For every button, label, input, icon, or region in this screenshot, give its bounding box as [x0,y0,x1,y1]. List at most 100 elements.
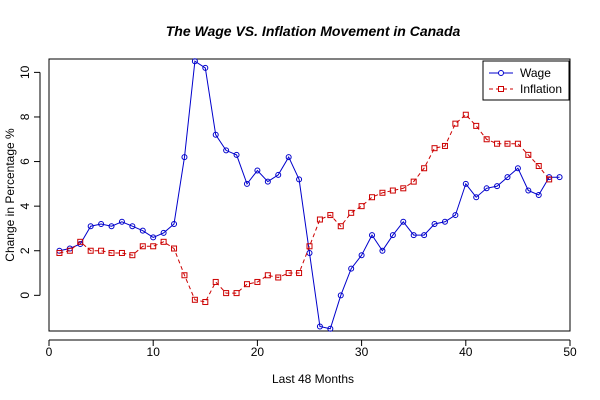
data-point-inflation [441,142,448,149]
data-point-inflation [285,270,292,277]
data-point-inflation [87,247,94,254]
data-point-inflation [254,278,261,285]
data-point-inflation [369,194,376,201]
data-point-wage [181,154,188,161]
data-point-wage [494,183,501,190]
data-point-inflation [139,243,146,250]
data-point-inflation [306,243,313,250]
data-point-wage [441,218,448,225]
legend: Wage Inflation [482,60,570,101]
data-point-inflation [129,252,136,259]
data-point-wage [254,167,261,174]
data-point-inflation [66,247,73,254]
data-point-wage [462,180,469,187]
x-tick-label: 40 [459,345,473,359]
data-point-wage [118,218,125,225]
data-point-wage [108,223,115,230]
x-tick-label: 50 [563,345,577,359]
data-point-wage [316,323,323,330]
data-point-inflation [473,122,480,129]
x-tick-label: 20 [251,345,265,359]
data-point-inflation [348,209,355,216]
y-axis: 0 2 4 6 8 10 [18,65,41,299]
data-point-inflation [223,290,230,297]
data-point-wage [171,220,178,227]
data-point-wage [421,232,428,239]
data-point-inflation [514,140,521,147]
y-tick-label: 2 [18,247,32,254]
data-point-inflation [264,272,271,279]
data-point-inflation [316,216,323,223]
data-point-inflation [150,243,157,250]
legend-label-inflation: Inflation [520,82,562,96]
series-layer [56,58,563,332]
plot-frame [48,58,571,332]
y-tick-label: 10 [18,65,32,79]
data-point-wage [483,185,490,192]
data-point-wage [160,229,167,236]
y-tick-label: 8 [18,113,32,120]
y-axis-label: Change in Percentage % [3,128,17,262]
data-point-inflation [421,165,428,172]
data-point-inflation [504,140,511,147]
data-point-inflation [462,111,469,118]
x-tick-label: 0 [46,345,53,359]
data-point-wage [233,151,240,158]
data-point-inflation [546,176,553,183]
data-point-wage [202,64,209,71]
data-point-wage [223,147,230,154]
x-tick-label: 30 [355,345,369,359]
data-point-inflation [108,249,115,256]
data-point-wage [285,154,292,161]
y-tick-label: 0 [18,292,32,299]
data-point-inflation [400,185,407,192]
data-point-wage [150,234,157,241]
data-point-inflation [431,145,438,152]
data-point-inflation [56,249,63,256]
chart-title: The Wage VS. Inflation Movement in Canad… [166,23,461,39]
data-point-wage [389,232,396,239]
data-point-wage [452,212,459,219]
series-line-inflation [59,114,550,303]
data-point-wage [348,265,355,272]
data-point-inflation [191,296,198,303]
data-point-wage [129,223,136,230]
data-point-inflation [212,278,219,285]
legend-label-wage: Wage [520,66,551,80]
data-point-inflation [98,247,105,254]
x-tick-label: 10 [147,345,161,359]
data-point-wage [410,232,417,239]
data-point-wage [535,192,542,198]
data-point-inflation [410,178,417,185]
x-axis-label: Last 48 Months [272,372,354,386]
data-point-inflation [296,270,303,277]
data-point-inflation [535,163,542,170]
data-point-wage [243,180,250,187]
data-point-inflation [233,290,240,297]
y-tick-label: 6 [18,158,32,165]
data-point-inflation [202,299,209,306]
data-point-wage [212,131,219,138]
data-point-wage [473,194,480,201]
data-point-inflation [243,281,250,288]
data-point-wage [306,249,313,256]
data-point-wage [87,223,94,230]
data-point-wage [431,220,438,227]
data-point-wage [98,220,105,227]
data-point-inflation [389,187,396,194]
data-point-inflation [118,249,125,256]
data-point-wage [556,174,563,181]
data-point-wage [504,174,511,181]
data-point-inflation [379,189,386,196]
data-point-wage [525,187,532,194]
series-wage [56,58,563,332]
data-point-inflation [275,274,282,281]
data-point-inflation [358,203,365,210]
data-point-inflation [181,272,188,279]
data-point-wage [275,171,282,178]
legend-marker-inflation [498,86,504,92]
data-point-wage [514,165,521,172]
data-point-inflation [525,151,532,158]
data-point-wage [358,252,365,259]
